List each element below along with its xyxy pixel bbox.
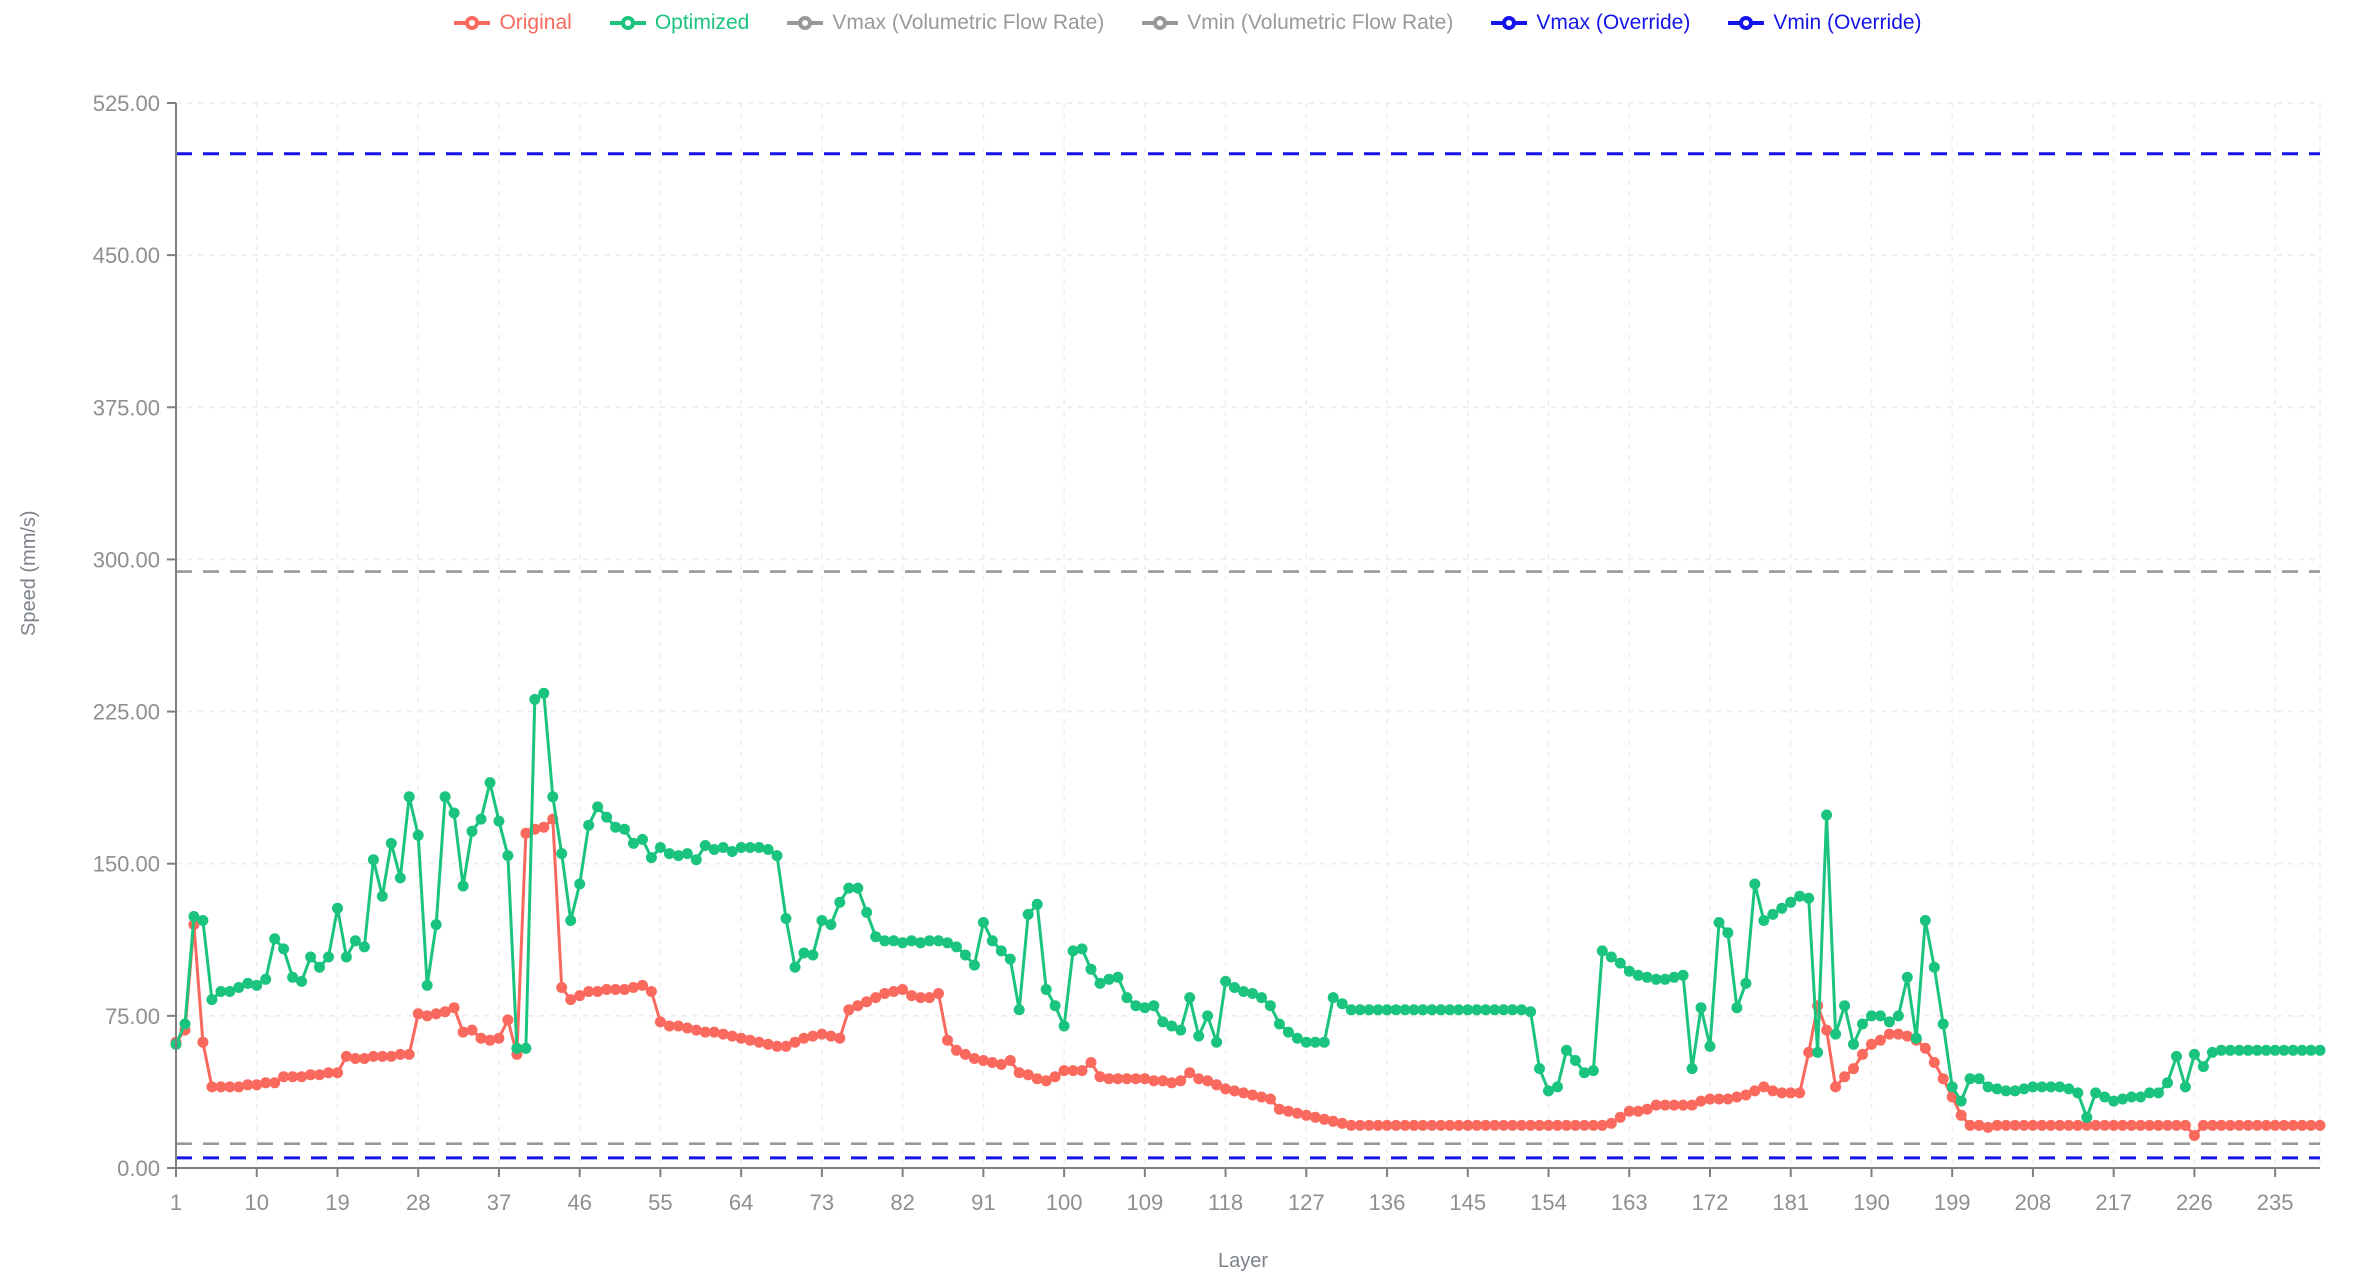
svg-text:450.00: 450.00	[93, 243, 160, 268]
svg-text:19: 19	[325, 1190, 349, 1215]
svg-text:37: 37	[487, 1190, 511, 1215]
x-axis-title: Layer	[1218, 1250, 1269, 1272]
legend-label: Vmax (Override)	[1536, 11, 1691, 34]
svg-text:208: 208	[2015, 1190, 2052, 1215]
legend-item-vmax-override[interactable]: Vmax (Override)	[1491, 11, 1690, 35]
svg-text:73: 73	[810, 1190, 834, 1215]
svg-text:172: 172	[1692, 1190, 1729, 1215]
line-dot-marker-icon	[1491, 15, 1528, 31]
legend-item-optimized[interactable]: Optimized	[609, 11, 750, 35]
svg-text:46: 46	[567, 1190, 591, 1215]
legend-item-vmin-override[interactable]: Vmin (Override)	[1728, 11, 1922, 35]
svg-text:217: 217	[2095, 1190, 2132, 1215]
line-dot-marker-icon	[1142, 15, 1179, 31]
svg-text:127: 127	[1288, 1190, 1325, 1215]
svg-text:525.00: 525.00	[93, 91, 160, 116]
svg-text:235: 235	[2257, 1190, 2294, 1215]
legend-label: Vmax (Volumetric Flow Rate)	[832, 11, 1105, 34]
svg-text:181: 181	[1772, 1190, 1809, 1215]
svg-text:300.00: 300.00	[93, 547, 160, 572]
svg-text:154: 154	[1530, 1190, 1567, 1215]
svg-text:375.00: 375.00	[93, 395, 160, 420]
svg-text:190: 190	[1853, 1190, 1890, 1215]
svg-text:109: 109	[1126, 1190, 1163, 1215]
svg-text:100: 100	[1046, 1190, 1083, 1215]
svg-text:28: 28	[406, 1190, 430, 1215]
legend-label: Optimized	[654, 11, 750, 34]
svg-text:75.00: 75.00	[105, 1004, 160, 1029]
legend-label: Vmin (Override)	[1773, 11, 1922, 34]
line-dot-marker-icon	[787, 15, 824, 31]
svg-text:82: 82	[890, 1190, 914, 1215]
svg-text:136: 136	[1369, 1190, 1406, 1215]
line-dot-marker-icon	[454, 15, 491, 31]
line-dot-marker-icon	[1728, 15, 1765, 31]
svg-text:118: 118	[1208, 1190, 1243, 1215]
legend-label: Original	[499, 11, 572, 34]
legend-item-original[interactable]: Original	[454, 11, 572, 35]
svg-text:163: 163	[1611, 1190, 1648, 1215]
svg-text:226: 226	[2176, 1190, 2213, 1215]
svg-text:55: 55	[648, 1190, 672, 1215]
svg-text:150.00: 150.00	[93, 852, 160, 877]
svg-text:0.00: 0.00	[117, 1156, 160, 1181]
svg-text:145: 145	[1449, 1190, 1486, 1215]
svg-text:225.00: 225.00	[93, 700, 160, 725]
line-dot-marker-icon	[609, 15, 646, 31]
svg-text:91: 91	[971, 1190, 995, 1215]
legend-label: Vmin (Volumetric Flow Rate)	[1187, 11, 1454, 34]
svg-text:64: 64	[729, 1190, 753, 1215]
svg-text:199: 199	[1934, 1190, 1971, 1215]
y-axis-title: Speed (mm/s)	[18, 510, 40, 636]
legend-item-vmin-volumetric[interactable]: Vmin (Volumetric Flow Rate)	[1142, 11, 1453, 35]
legend-item-vmax-volumetric[interactable]: Vmax (Volumetric Flow Rate)	[787, 11, 1104, 35]
svg-text:10: 10	[244, 1190, 268, 1215]
svg-text:1: 1	[170, 1190, 182, 1215]
legend: Original Optimized Vmax (Volumetric Flow…	[0, 11, 2376, 35]
